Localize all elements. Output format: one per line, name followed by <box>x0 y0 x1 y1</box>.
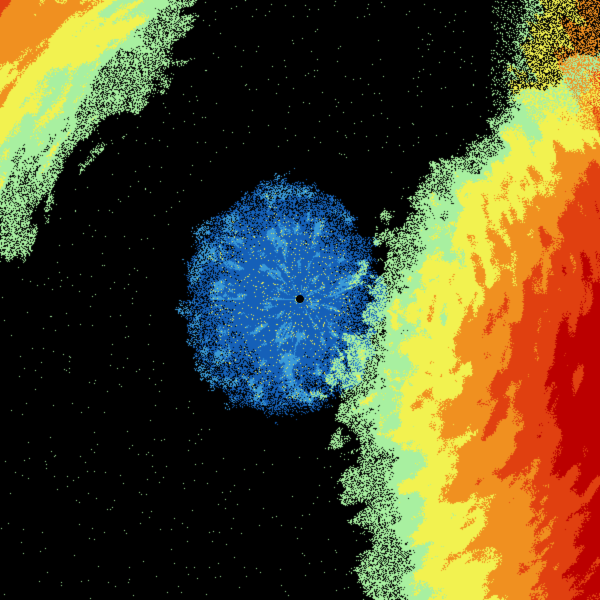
radar-site-marker <box>296 295 304 303</box>
